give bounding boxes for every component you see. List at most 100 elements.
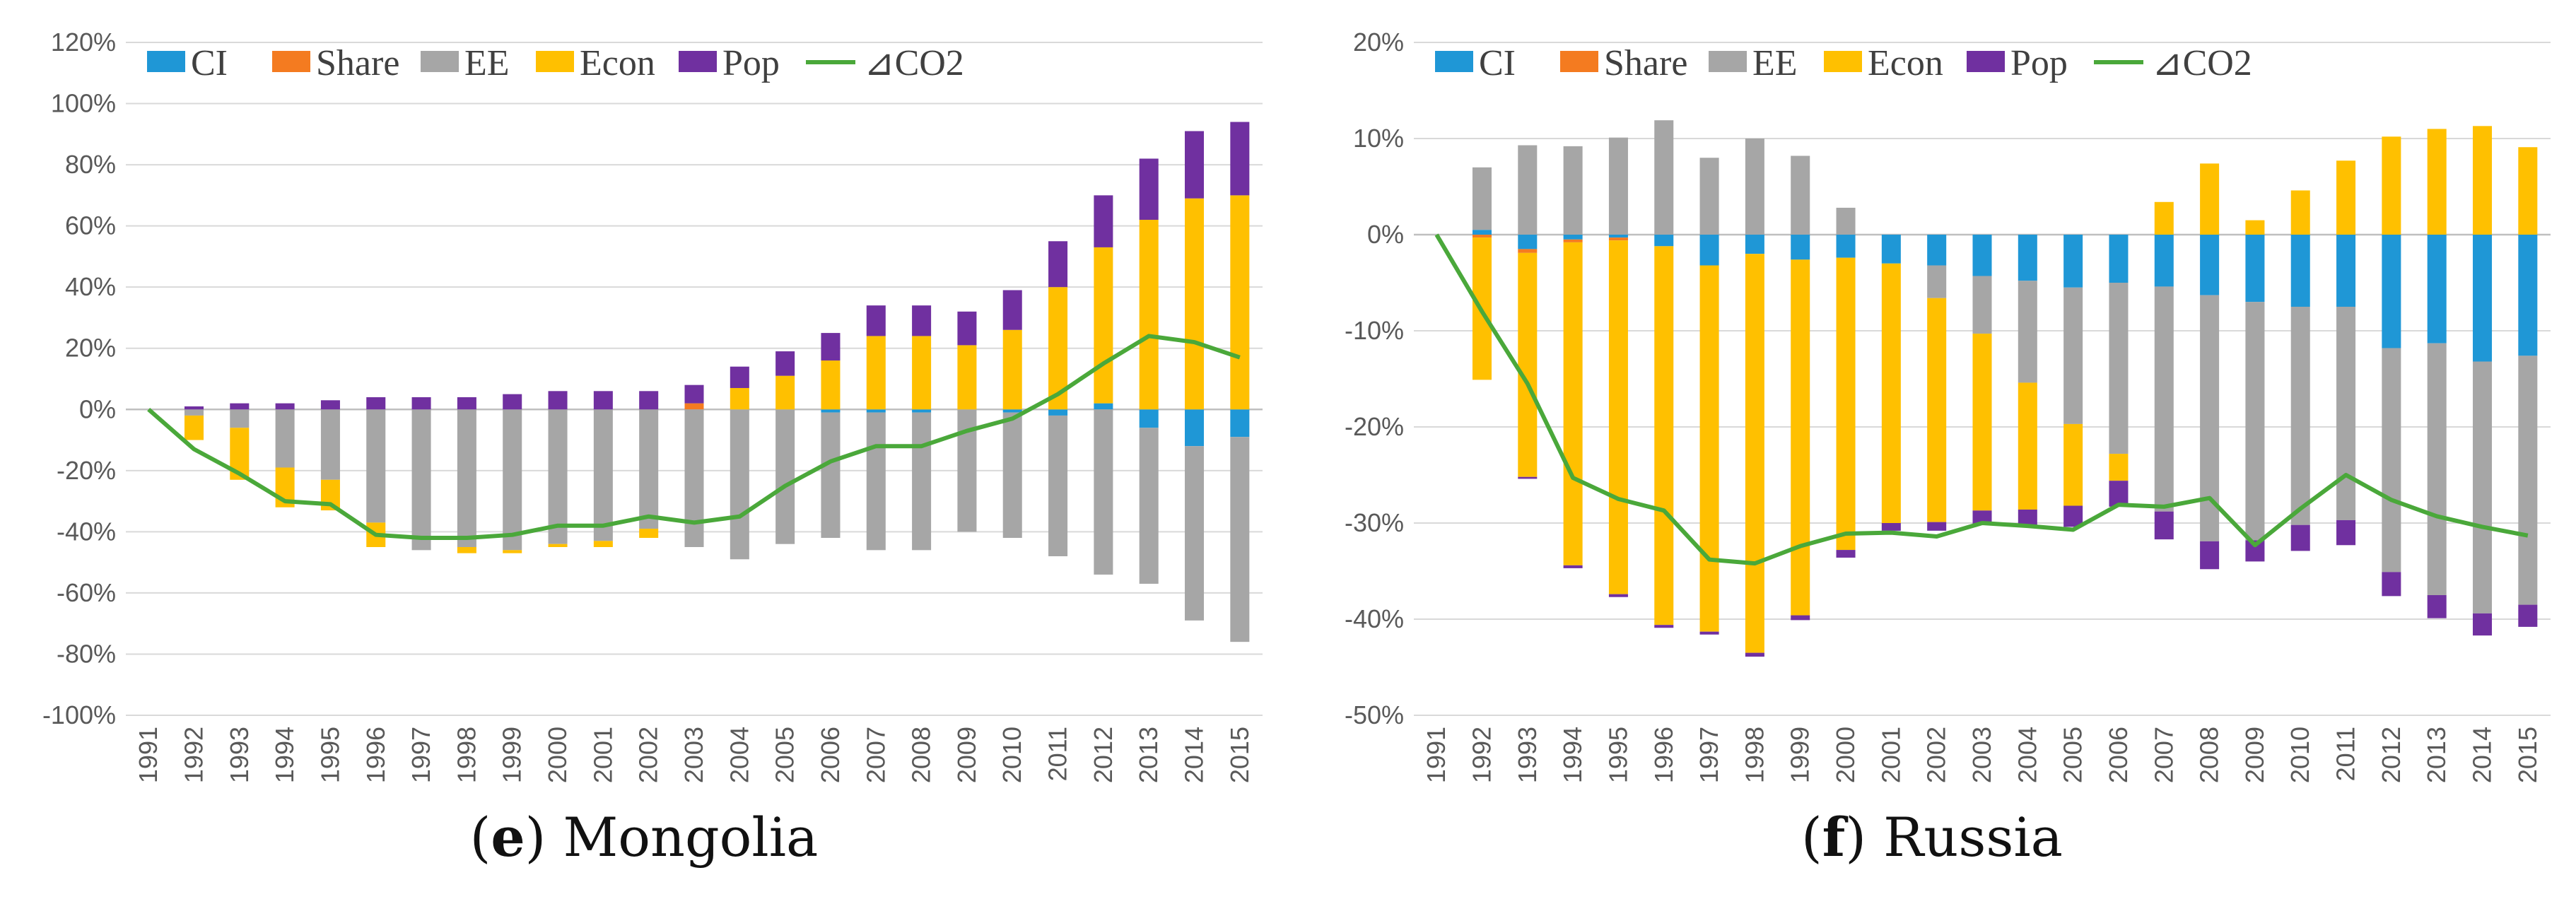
bar-pop-2005 bbox=[775, 351, 795, 376]
bar-pop-2007 bbox=[2154, 511, 2174, 540]
bar-pop-2012 bbox=[1094, 195, 1113, 247]
caption-russia: (f) Russia bbox=[1801, 806, 2063, 869]
bar-ci-1997 bbox=[1699, 235, 1719, 266]
bar-econ-1998 bbox=[457, 547, 476, 553]
x-tick-label: 1996 bbox=[361, 727, 390, 783]
bar-econ-2012 bbox=[2382, 136, 2401, 235]
legend-swatch-share bbox=[1560, 51, 1598, 72]
x-tick-label: 1994 bbox=[1558, 727, 1587, 783]
x-tick-label: 1996 bbox=[1649, 727, 1678, 783]
bar-pop-2004 bbox=[2018, 509, 2037, 527]
bar-pop-2006 bbox=[821, 333, 841, 361]
y-tick-label: 80% bbox=[65, 150, 116, 179]
caption-mongolia: (e) Mongolia bbox=[469, 806, 819, 869]
bar-econ-2005 bbox=[2063, 423, 2083, 506]
bar-pop-2002 bbox=[1927, 522, 1947, 531]
x-tick-label: 2013 bbox=[2422, 727, 2451, 783]
x-tick-label: 2012 bbox=[2377, 727, 2406, 783]
legend-swatch-ci bbox=[147, 51, 185, 72]
legend-label-share: Share bbox=[316, 43, 399, 83]
y-tick-label: -100% bbox=[42, 700, 116, 729]
x-tick-label: 2013 bbox=[1134, 727, 1163, 783]
bar-ee-1997 bbox=[1699, 158, 1719, 235]
bar-ee-2011 bbox=[1048, 415, 1068, 556]
bar-econ-2012 bbox=[1094, 247, 1113, 404]
bar-econ-2000 bbox=[548, 544, 568, 547]
bar-ee-1992 bbox=[1472, 167, 1492, 230]
bar-ci-1998 bbox=[1745, 235, 1764, 254]
bar-ee-2014 bbox=[1185, 446, 1205, 621]
bar-pop-1995 bbox=[1608, 594, 1628, 597]
bar-ee-2006 bbox=[821, 412, 841, 539]
bar-pop-2012 bbox=[2382, 572, 2401, 597]
x-tick-label: 2000 bbox=[1831, 727, 1860, 783]
bar-pop-2015 bbox=[2518, 604, 2538, 627]
bar-econ-2002 bbox=[639, 529, 659, 539]
bar-pop-2013 bbox=[1139, 158, 1159, 220]
panel-mongolia: -100% -80% -60% -40% -20% 0% 20% 40% 60% 80% 100% 1… bbox=[42, 28, 1263, 869]
bar-ee-1994 bbox=[275, 409, 295, 468]
y-tick-label: 0% bbox=[79, 394, 116, 423]
x-tick-label: 2005 bbox=[771, 727, 800, 783]
bar-econ-2003 bbox=[1972, 334, 1992, 511]
x-tick-label: 2015 bbox=[2513, 727, 2542, 783]
y-tick-label: -20% bbox=[57, 456, 116, 485]
bar-pop-1999 bbox=[1791, 615, 1810, 621]
x-tick-label: 1995 bbox=[1603, 727, 1632, 783]
legend-mongolia: CI Share EE Econ Pop ⊿CO2 bbox=[147, 43, 964, 83]
bar-ee-2007 bbox=[2154, 286, 2174, 512]
x-axis-russia: 1991 1992 1993 1994 1995 1996 1997 1998 1999 2000… bbox=[1422, 727, 2542, 783]
bar-pop-2001 bbox=[593, 391, 613, 410]
bars-mongolia bbox=[184, 122, 1250, 642]
legend-swatch-share bbox=[272, 51, 310, 72]
legend-label-share: Share bbox=[1604, 43, 1687, 83]
x-tick-label: 1993 bbox=[225, 727, 254, 783]
bar-ee-1996 bbox=[366, 409, 386, 523]
bar-pop-2003 bbox=[684, 385, 704, 404]
bar-pop-1998 bbox=[1745, 652, 1764, 657]
y-axis-russia: -50% -40% -30% -20% -10% 0% 10% 20% bbox=[1345, 28, 1404, 729]
bar-ci-2015 bbox=[2518, 235, 2538, 356]
bar-econ-1999 bbox=[1791, 259, 1810, 616]
bar-econ-2007 bbox=[2154, 201, 2174, 235]
bar-pop-2010 bbox=[2290, 524, 2310, 551]
bar-pop-2009 bbox=[957, 311, 977, 346]
bars-russia bbox=[1472, 120, 2538, 657]
x-tick-label: 1999 bbox=[1786, 727, 1815, 783]
bar-pop-2013 bbox=[2427, 595, 2447, 618]
legend-label-ci: CI bbox=[191, 43, 228, 83]
x-tick-label: 2007 bbox=[2149, 727, 2178, 783]
bar-pop-1998 bbox=[457, 397, 476, 410]
bar-ee-2005 bbox=[775, 409, 795, 544]
bar-share-1993 bbox=[1518, 249, 1538, 253]
bar-pop-2000 bbox=[548, 391, 568, 410]
legend-label-econ: Econ bbox=[580, 43, 655, 83]
bar-pop-2008 bbox=[912, 305, 932, 336]
bar-ci-2010 bbox=[2290, 235, 2310, 307]
bar-pop-2008 bbox=[2200, 541, 2220, 570]
co2-line-russia bbox=[1434, 233, 2529, 566]
bar-ci-2007 bbox=[866, 409, 886, 413]
x-tick-label: 2012 bbox=[1089, 727, 1118, 783]
bar-ci-2007 bbox=[2154, 235, 2174, 287]
x-tick-label: 2006 bbox=[2104, 727, 2133, 783]
bar-pop-2004 bbox=[730, 366, 749, 388]
x-tick-label: 2014 bbox=[1180, 727, 1209, 783]
bar-ee-1995 bbox=[320, 409, 340, 480]
panel-russia: -50% -40% -30% -20% -10% 0% 10% 20% 1991 1992 1993… bbox=[1288, 0, 2576, 904]
bar-share-2003 bbox=[684, 403, 704, 410]
gridlines-mongolia bbox=[126, 42, 1263, 716]
bar-pop-1999 bbox=[503, 394, 522, 410]
bar-econ-2001 bbox=[593, 541, 613, 547]
x-tick-label: 2001 bbox=[588, 727, 617, 783]
x-tick-label: 2005 bbox=[2059, 727, 2088, 783]
bar-ee-2014 bbox=[2473, 361, 2493, 614]
bar-econ-1996 bbox=[1654, 246, 1674, 626]
y-tick-label: 40% bbox=[65, 272, 116, 301]
legend-swatch-pop bbox=[1967, 51, 2005, 72]
x-tick-label: 2003 bbox=[1967, 727, 1996, 783]
bar-econ-2002 bbox=[1927, 298, 1947, 522]
y-tick-label: 60% bbox=[65, 211, 116, 240]
bar-econ-2001 bbox=[1881, 263, 1901, 523]
bar-share-1994 bbox=[1563, 239, 1583, 242]
